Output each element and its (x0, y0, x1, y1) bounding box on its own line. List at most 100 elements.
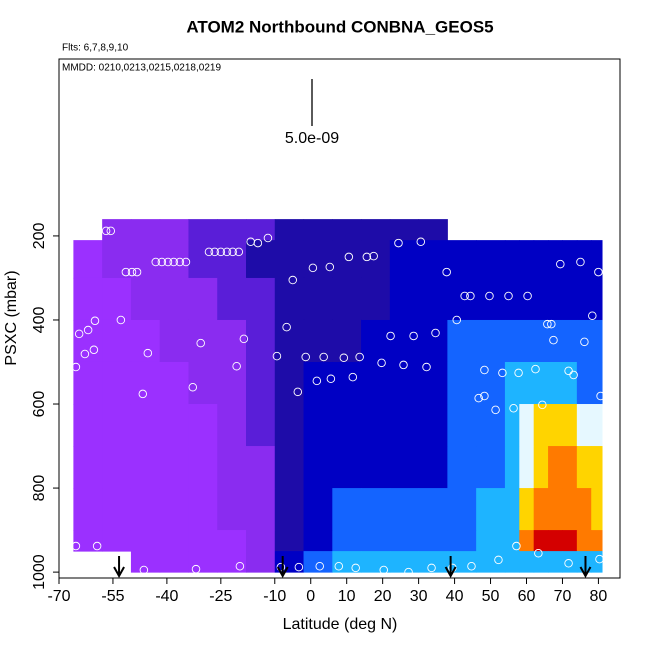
heat-cell (576, 319, 592, 363)
x-tick-label: 80 (590, 588, 608, 605)
heat-cell (188, 240, 218, 279)
x-tick-label: 10 (338, 588, 356, 605)
heat-cell (217, 446, 247, 489)
y-tick-label: 600 (31, 391, 48, 418)
heat-cell (519, 404, 535, 447)
y-tick-label: 800 (31, 475, 48, 502)
heat-cell (504, 404, 520, 447)
observation-point (151, 257, 160, 267)
heat-cell (73, 277, 103, 321)
observation-point (409, 331, 418, 341)
y-axis-title: PSXC (mbar) (3, 270, 20, 365)
flight-arrow (444, 556, 457, 579)
heat-cell (274, 277, 305, 321)
arrow-head (579, 566, 592, 579)
heat-cell (159, 361, 189, 405)
observations (71, 226, 605, 577)
observation-point (404, 567, 413, 577)
observation-point (549, 335, 558, 345)
heat-cell (519, 488, 535, 531)
observation-point (216, 247, 226, 257)
heat-cell (476, 240, 506, 279)
observation-point (576, 257, 585, 267)
heat-cell (130, 219, 161, 241)
heat-cell (246, 219, 276, 241)
heat-cell (217, 530, 247, 552)
heat-cell (504, 551, 520, 573)
heat-cell (303, 319, 333, 363)
observation-point (377, 358, 386, 368)
heat-cell (332, 530, 362, 552)
heat-cell (130, 361, 161, 405)
heat-cell (332, 446, 362, 489)
observation-point (83, 325, 93, 335)
heat-cell (188, 446, 218, 489)
observation-point (157, 257, 167, 267)
observation-point (325, 262, 335, 272)
observation-point (71, 362, 81, 372)
observation-point (132, 267, 142, 277)
heat-cell (130, 446, 161, 489)
observation-point (308, 263, 318, 273)
heat-cell (418, 240, 448, 279)
heat-cell (303, 277, 333, 321)
x-tick-label: -55 (101, 588, 124, 605)
heat-cell (217, 240, 247, 279)
heat-cell (591, 240, 603, 279)
heat-cell (130, 488, 161, 531)
heat-cell (418, 488, 448, 531)
x-tick-label: -70 (47, 588, 70, 605)
heat-cell (217, 361, 247, 405)
observation-point (138, 389, 148, 399)
observation-point (139, 565, 149, 575)
heat-cell (274, 219, 305, 241)
observation-point (89, 345, 99, 355)
heat-cell (303, 240, 333, 279)
observation-point (163, 257, 173, 267)
heat-cell (274, 404, 305, 447)
heat-cell (130, 530, 161, 552)
observation-point (210, 247, 219, 257)
observation-point (467, 561, 476, 571)
observation-point (580, 337, 589, 347)
x-tick-label: 70 (554, 588, 572, 605)
heat-cell (246, 530, 276, 552)
heat-cell (519, 446, 535, 489)
heat-cell (303, 219, 333, 241)
heat-cell (519, 319, 535, 363)
observation-point (234, 247, 244, 257)
arrow-head (276, 566, 289, 579)
observation-point (369, 251, 378, 261)
heat-cell (504, 488, 520, 531)
heat-cell (504, 446, 520, 489)
heat-cell (73, 361, 103, 405)
heat-cell (562, 361, 578, 405)
observation-point (355, 352, 364, 362)
observation-point (595, 554, 604, 564)
heat-cell (548, 404, 563, 447)
y-tick-label: 1000 (31, 554, 48, 590)
observation-point (181, 257, 191, 267)
heat-cell (447, 488, 477, 531)
heat-cell (274, 446, 305, 489)
observation-point (348, 372, 358, 382)
heat-cell (246, 551, 276, 573)
heat-cell (73, 530, 103, 552)
heat-cell (361, 551, 391, 573)
heat-cell (159, 319, 189, 363)
heat-cell (562, 240, 578, 279)
heat-cell (447, 361, 477, 405)
observation-point (509, 403, 518, 413)
observation-point (188, 382, 198, 392)
heat-cell (246, 488, 276, 531)
heat-cell (102, 361, 132, 405)
observation-point (312, 376, 322, 386)
heat-cell (102, 219, 132, 241)
observation-point (143, 348, 153, 358)
x-tick-label: 60 (518, 588, 536, 605)
heat-cell (246, 240, 276, 279)
heat-cell (389, 488, 420, 531)
heat-cell (217, 551, 247, 573)
heat-cell (533, 488, 549, 531)
heat-cell (476, 446, 506, 489)
